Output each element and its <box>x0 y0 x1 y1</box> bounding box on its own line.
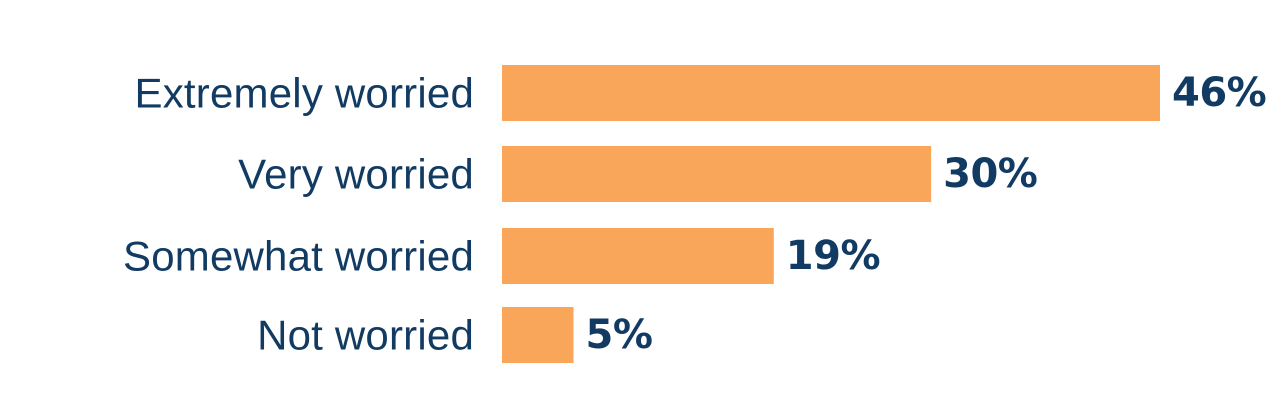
bars-layer <box>502 65 1160 363</box>
category-labels-layer: Extremely worried Very worried Somewhat wo… <box>123 70 474 359</box>
value-label: 30% <box>943 151 1037 197</box>
value-label: 46% <box>1172 70 1266 116</box>
value-labels-layer: 46% 30% 19% 5% <box>586 70 1267 358</box>
bar-not-worried <box>502 307 574 363</box>
category-label: Very worried <box>238 151 474 198</box>
category-label: Somewhat worried <box>123 233 474 280</box>
category-label: Extremely worried <box>135 70 474 117</box>
category-label: Not worried <box>257 312 474 359</box>
bar-extremely-worried <box>502 65 1160 121</box>
bar-very-worried <box>502 146 932 202</box>
value-label: 19% <box>786 233 880 279</box>
value-label: 5% <box>586 312 653 358</box>
bar-somewhat-worried <box>502 228 774 284</box>
